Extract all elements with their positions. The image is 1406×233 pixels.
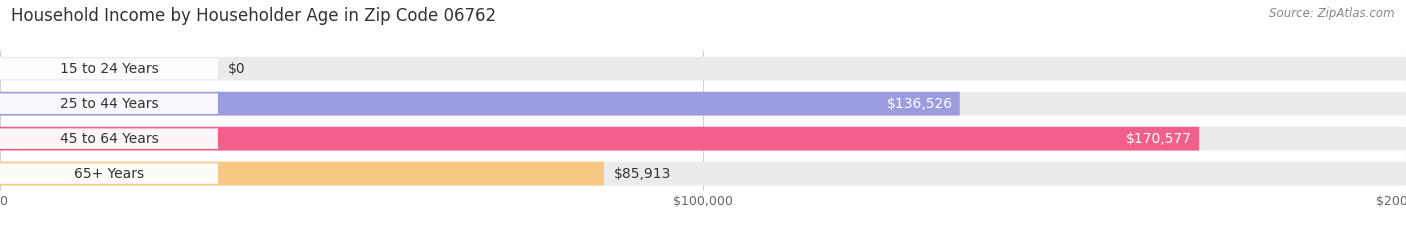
Text: 45 to 64 Years: 45 to 64 Years <box>59 132 159 146</box>
Text: $0: $0 <box>228 62 246 76</box>
FancyBboxPatch shape <box>0 92 1406 116</box>
Text: 15 to 24 Years: 15 to 24 Years <box>59 62 159 76</box>
Text: $136,526: $136,526 <box>887 97 953 111</box>
Text: 65+ Years: 65+ Years <box>75 167 143 181</box>
FancyBboxPatch shape <box>0 163 218 184</box>
Text: $85,913: $85,913 <box>614 167 671 181</box>
Text: $170,577: $170,577 <box>1126 132 1192 146</box>
FancyBboxPatch shape <box>0 127 1406 151</box>
FancyBboxPatch shape <box>0 92 960 116</box>
FancyBboxPatch shape <box>0 128 218 149</box>
Text: Household Income by Householder Age in Zip Code 06762: Household Income by Householder Age in Z… <box>11 7 496 25</box>
FancyBboxPatch shape <box>0 162 1406 185</box>
Text: 25 to 44 Years: 25 to 44 Years <box>59 97 159 111</box>
FancyBboxPatch shape <box>0 93 218 114</box>
FancyBboxPatch shape <box>0 57 1406 81</box>
FancyBboxPatch shape <box>0 58 218 79</box>
FancyBboxPatch shape <box>0 162 605 185</box>
Text: Source: ZipAtlas.com: Source: ZipAtlas.com <box>1270 7 1395 20</box>
FancyBboxPatch shape <box>0 127 1199 151</box>
